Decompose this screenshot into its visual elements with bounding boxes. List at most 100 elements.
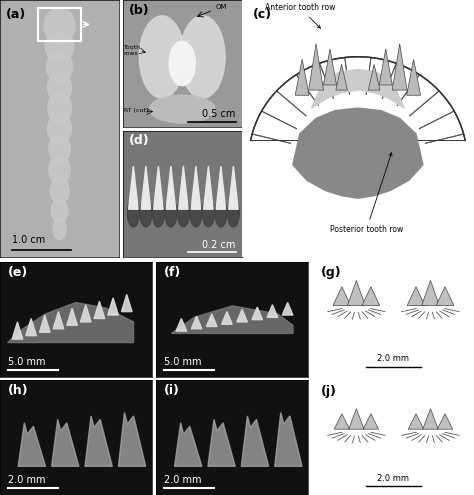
Ellipse shape — [47, 93, 72, 124]
Polygon shape — [423, 409, 438, 429]
Text: (c): (c) — [253, 8, 273, 21]
Polygon shape — [408, 414, 424, 429]
Polygon shape — [228, 166, 238, 209]
Polygon shape — [363, 414, 379, 429]
Text: (d): (d) — [128, 135, 149, 148]
Text: (h): (h) — [8, 384, 28, 397]
Ellipse shape — [50, 178, 69, 203]
Polygon shape — [347, 281, 365, 305]
Text: 5.0 mm: 5.0 mm — [8, 356, 45, 367]
Ellipse shape — [153, 199, 164, 227]
Ellipse shape — [140, 199, 152, 227]
Polygon shape — [362, 287, 380, 305]
Ellipse shape — [180, 16, 225, 99]
Polygon shape — [311, 69, 404, 108]
Text: Anterior tooth row: Anterior tooth row — [265, 3, 335, 28]
Polygon shape — [379, 49, 392, 85]
Polygon shape — [293, 108, 423, 198]
Polygon shape — [39, 315, 50, 332]
Polygon shape — [368, 64, 380, 90]
Polygon shape — [141, 166, 151, 209]
Text: (e): (e) — [8, 266, 28, 279]
Polygon shape — [26, 318, 36, 336]
Polygon shape — [437, 414, 453, 429]
Text: Tooth
rows: Tooth rows — [124, 46, 141, 56]
Ellipse shape — [128, 199, 139, 227]
Ellipse shape — [215, 199, 227, 227]
Polygon shape — [252, 307, 263, 320]
Polygon shape — [128, 166, 138, 209]
Polygon shape — [309, 44, 323, 90]
Polygon shape — [121, 295, 132, 312]
Polygon shape — [206, 314, 217, 327]
Polygon shape — [392, 44, 407, 90]
Text: 5.0 mm: 5.0 mm — [164, 356, 201, 367]
Polygon shape — [94, 301, 105, 318]
Polygon shape — [8, 302, 134, 343]
Ellipse shape — [53, 219, 66, 240]
Text: (a): (a) — [6, 8, 26, 21]
Polygon shape — [267, 305, 278, 317]
Polygon shape — [154, 166, 163, 209]
Polygon shape — [176, 318, 187, 331]
Text: 2.0 mm: 2.0 mm — [377, 474, 410, 483]
Polygon shape — [241, 416, 269, 466]
Polygon shape — [166, 166, 176, 209]
Polygon shape — [108, 298, 118, 315]
Polygon shape — [81, 305, 91, 322]
Polygon shape — [179, 166, 188, 209]
Polygon shape — [18, 423, 46, 466]
Text: (i): (i) — [164, 384, 180, 397]
Polygon shape — [283, 302, 293, 315]
Polygon shape — [191, 166, 201, 209]
Bar — [38, 8, 81, 41]
Polygon shape — [323, 49, 337, 85]
Ellipse shape — [49, 135, 70, 163]
Ellipse shape — [46, 51, 73, 82]
Polygon shape — [67, 308, 77, 325]
Ellipse shape — [49, 156, 70, 184]
Text: (b): (b) — [128, 4, 149, 17]
Text: 0.2 cm: 0.2 cm — [202, 240, 236, 250]
Ellipse shape — [47, 113, 72, 144]
Ellipse shape — [149, 95, 215, 123]
Ellipse shape — [169, 41, 195, 86]
Polygon shape — [118, 412, 146, 466]
Polygon shape — [407, 287, 425, 305]
Text: 0.5 cm: 0.5 cm — [202, 109, 236, 119]
Polygon shape — [422, 281, 439, 305]
Text: (j): (j) — [321, 385, 337, 398]
Text: (f): (f) — [164, 266, 181, 279]
Polygon shape — [85, 416, 112, 466]
Polygon shape — [333, 287, 351, 305]
Polygon shape — [436, 287, 454, 305]
Ellipse shape — [165, 199, 177, 227]
Polygon shape — [52, 419, 79, 466]
Ellipse shape — [190, 199, 202, 227]
Polygon shape — [275, 412, 302, 466]
Polygon shape — [216, 166, 226, 209]
Polygon shape — [336, 64, 347, 90]
Polygon shape — [334, 414, 350, 429]
Polygon shape — [407, 59, 420, 95]
Text: Posterior tooth row: Posterior tooth row — [330, 153, 403, 234]
Polygon shape — [348, 409, 364, 429]
Polygon shape — [295, 59, 309, 95]
Text: (g): (g) — [321, 266, 342, 279]
Polygon shape — [204, 166, 213, 209]
Polygon shape — [174, 423, 202, 466]
Ellipse shape — [202, 199, 214, 227]
Ellipse shape — [228, 199, 239, 227]
Text: 2.0 mm: 2.0 mm — [8, 475, 45, 485]
Text: RT (cut): RT (cut) — [124, 107, 148, 112]
Polygon shape — [237, 309, 247, 322]
Ellipse shape — [44, 8, 75, 44]
Ellipse shape — [51, 199, 68, 223]
Ellipse shape — [45, 31, 74, 62]
Text: OM: OM — [216, 4, 227, 10]
Text: 2.0 mm: 2.0 mm — [164, 475, 201, 485]
Ellipse shape — [47, 72, 72, 103]
Polygon shape — [191, 316, 202, 329]
Polygon shape — [221, 312, 232, 324]
Text: 1.0 cm: 1.0 cm — [12, 235, 45, 245]
